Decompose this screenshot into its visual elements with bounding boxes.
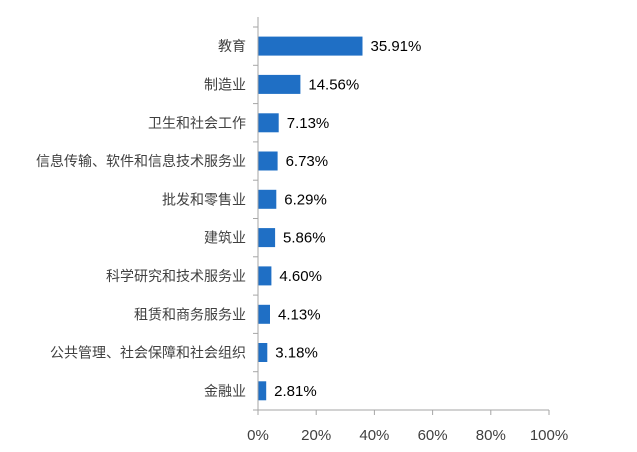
data-label: 4.60% [279,268,322,285]
data-label: 6.29% [284,191,327,208]
x-tick-label: 80% [476,427,506,444]
data-label: 5.86% [283,230,326,247]
bar [258,151,278,171]
bar [258,228,276,248]
category-label: 信息传输、软件和信息技术服务业 [36,153,246,170]
bar [258,304,270,324]
x-tick-label: 60% [418,427,448,444]
data-label: 2.81% [274,383,317,400]
bar [258,381,267,401]
x-tick-label: 40% [359,427,389,444]
data-label: 7.13% [287,115,330,132]
category-label: 金融业 [204,384,246,400]
bar [258,343,268,362]
bar [258,266,272,286]
data-label: 14.56% [308,76,359,93]
bar [258,36,363,56]
x-tick-label: 20% [301,427,331,444]
data-label: 4.13% [278,306,321,323]
category-label: 租赁和商务服务业 [134,307,246,323]
category-label: 建筑业 [204,231,246,247]
x-tick-label: 0% [247,427,269,444]
bar [258,113,279,133]
data-label: 3.18% [275,345,318,362]
data-label: 6.73% [286,153,329,170]
x-tick-label: 100% [530,427,568,444]
bar [258,189,277,209]
bars-layer [258,36,363,401]
category-label: 教育 [218,39,246,55]
labels-layer: 教育 35.91% 制造业 14.56% 卫生和社会工作 7.13% 信息传输、软件和信息技… [36,38,421,400]
axis-layer: 0% 20% 40% 60% 80% 100% [247,17,568,444]
category-label: 公共管理、社会保障和社会组织 [50,346,246,362]
category-label: 批发和零售业 [162,192,246,208]
bar [258,74,301,94]
data-label: 35.91% [370,38,421,55]
category-label: 卫生和社会工作 [148,116,246,132]
category-label: 科学研究和技术服务业 [106,269,246,285]
category-label: 制造业 [204,77,246,93]
